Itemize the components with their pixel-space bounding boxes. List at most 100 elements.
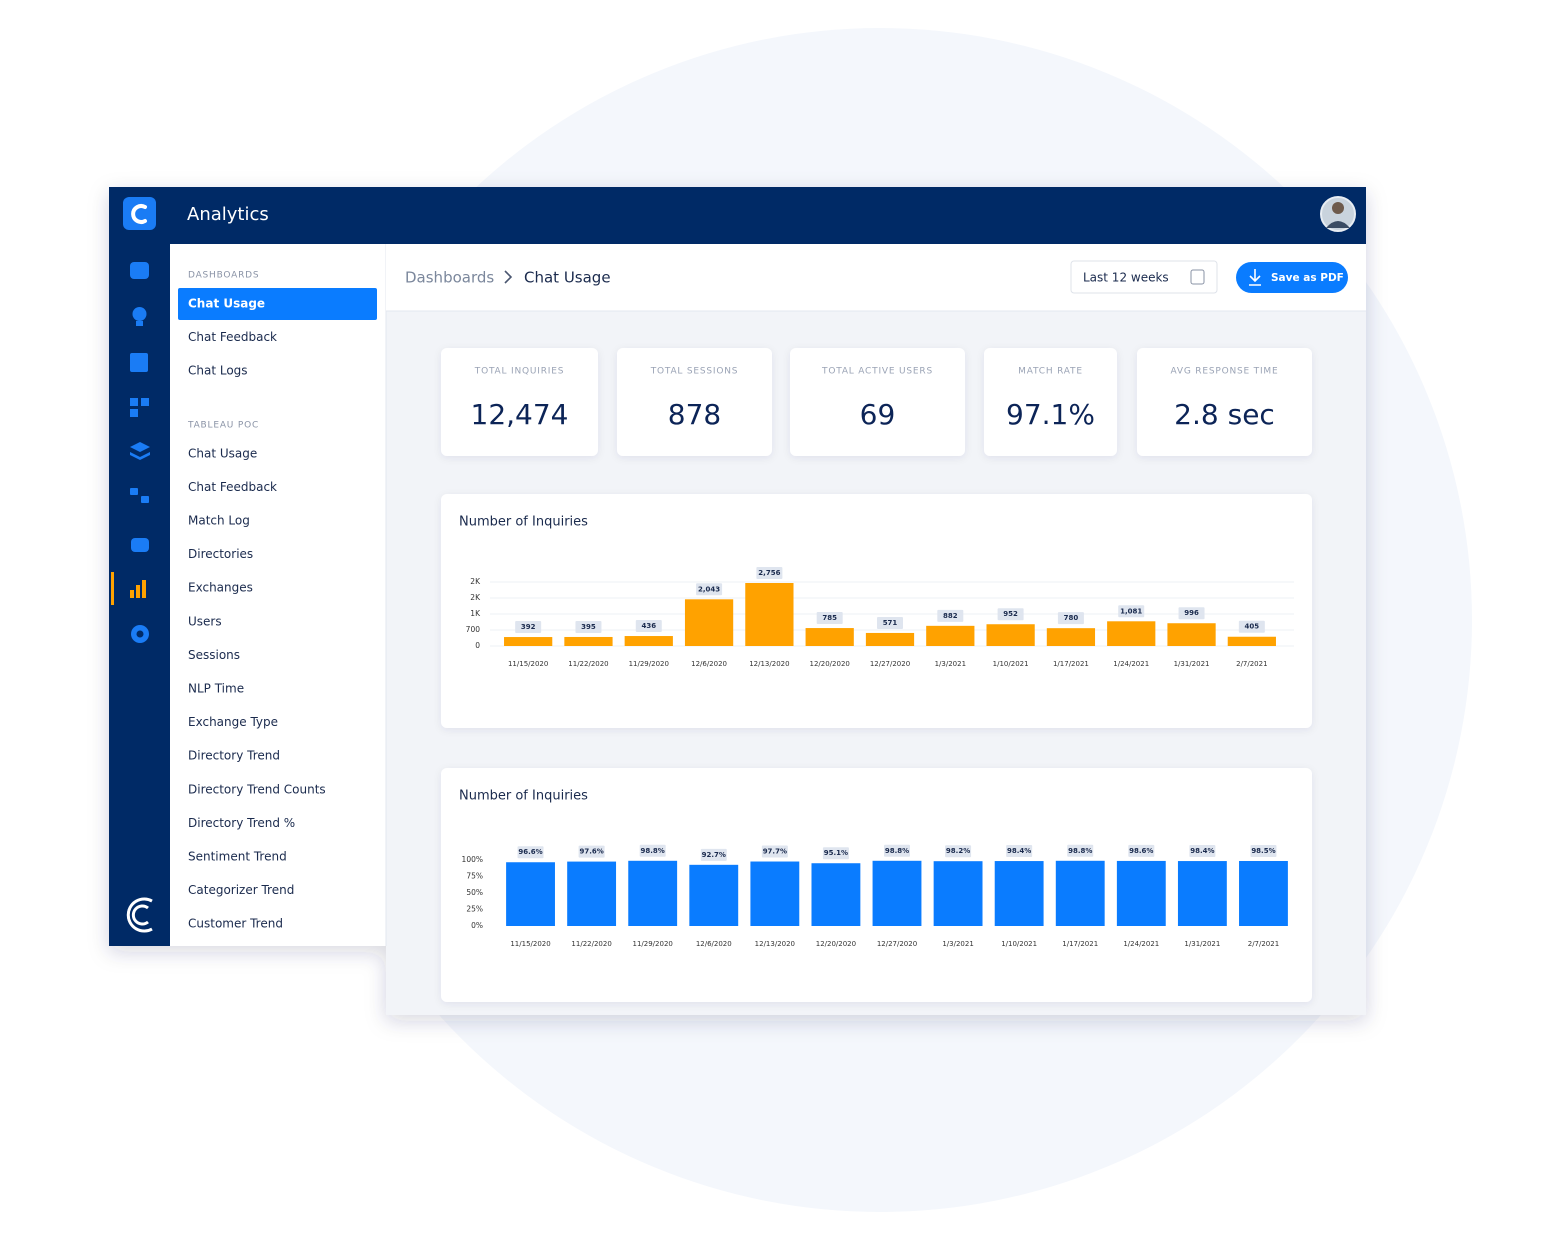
bar [628, 860, 678, 926]
value-label: 98.4% [1190, 847, 1214, 855]
x-tick-label: 12/6/2020 [691, 660, 727, 668]
nav-item[interactable]: Exchange Type [188, 715, 278, 729]
value-label-box [635, 620, 662, 633]
value-label-box [761, 845, 788, 858]
nav-item[interactable]: Directories [188, 547, 253, 561]
apps-icon[interactable] [130, 398, 138, 406]
kpi-label: MATCH RATE [1018, 367, 1083, 377]
value-label-box [816, 612, 843, 625]
bar [745, 583, 794, 646]
logo[interactable] [123, 197, 156, 230]
x-tick-label: 12/13/2020 [755, 940, 795, 948]
value-label: 92.7% [702, 851, 726, 859]
inbox-icon[interactable] [130, 262, 149, 279]
nav-item[interactable]: Match Log [188, 514, 250, 528]
nav-item[interactable]: Sentiment Trend [188, 850, 287, 864]
x-tick-label: 1/3/2021 [942, 940, 973, 948]
value-label-box [575, 620, 602, 633]
value-label-box [517, 846, 544, 859]
x-tick-label: 1/10/2021 [1001, 940, 1037, 948]
bar [1055, 860, 1105, 926]
value-label: 571 [883, 619, 898, 627]
bar [872, 860, 922, 926]
value-label-box [696, 583, 723, 596]
apps-icon-2 [141, 398, 149, 406]
value-label: 2,043 [698, 585, 720, 593]
value-label: 97.6% [579, 848, 603, 856]
chart-icon-3 [142, 580, 146, 598]
bar [811, 863, 861, 926]
sidebar [170, 244, 386, 946]
x-tick-label: 1/17/2021 [1053, 660, 1089, 668]
nav-item[interactable]: NLP Time [188, 682, 244, 696]
nav-item[interactable]: Directory Trend % [188, 816, 295, 830]
bar [933, 861, 983, 926]
value-label: 1,081 [1120, 607, 1142, 615]
nav-item[interactable]: Sessions [188, 648, 240, 662]
top-bar [109, 187, 1366, 244]
bar [1167, 623, 1216, 646]
bar [926, 625, 975, 646]
nav-item[interactable]: Directory Trend [188, 749, 280, 763]
nav-item[interactable]: Directory Trend Counts [188, 782, 326, 796]
kpi-card [1137, 348, 1312, 456]
nav-item[interactable]: Categorizer Trend [188, 883, 294, 897]
value-label-box [1250, 844, 1277, 857]
breadcrumb-link[interactable]: Dashboards [405, 269, 494, 287]
nav-item[interactable]: Users [188, 614, 222, 628]
date-range-picker[interactable] [1070, 260, 1218, 294]
y-tick-label: 1K [470, 609, 481, 618]
value-label-box [997, 608, 1024, 621]
value-label: 96.6% [518, 848, 542, 856]
value-label: 98.6% [1129, 847, 1153, 855]
nav-item[interactable]: Exchanges [188, 581, 253, 595]
save-pdf-label[interactable]: Save as PDF [1271, 272, 1344, 284]
chart-icon[interactable] [130, 590, 134, 598]
bar [1227, 636, 1276, 646]
chart-title: Number of Inquiries [459, 515, 588, 530]
date-range-text[interactable]: Last 12 weeks [1083, 271, 1169, 285]
kpi-value: 878 [668, 398, 721, 431]
bar [750, 861, 800, 926]
calendar-icon [1190, 269, 1205, 285]
nav-item[interactable]: Customer Trend [188, 917, 283, 931]
flow-icon[interactable] [130, 488, 138, 495]
x-tick-label: 1/31/2021 [1184, 940, 1220, 948]
kpi-value: 97.1% [1006, 398, 1095, 431]
section-heading: TABLEAU POC [187, 420, 259, 430]
value-label: 952 [1003, 610, 1018, 618]
y-tick-label: 700 [466, 625, 481, 634]
nav-item[interactable]: Chat Feedback [188, 480, 277, 494]
save-pdf-button[interactable] [1236, 262, 1348, 293]
document-icon[interactable] [130, 353, 148, 372]
nav-item[interactable]: Chat Usage [188, 297, 265, 311]
value-label-box [1067, 844, 1094, 857]
section-heading: DASHBOARDS [188, 271, 259, 281]
x-tick-label: 1/17/2021 [1062, 940, 1098, 948]
x-tick-label: 1/31/2021 [1174, 660, 1210, 668]
value-label-box [945, 845, 972, 858]
y-tick-label: 2K [470, 577, 481, 586]
apps-icon-3 [130, 409, 138, 417]
nav-item-active[interactable] [178, 288, 377, 320]
value-label-box [639, 844, 666, 857]
bot-icon[interactable] [131, 538, 149, 552]
kpi-card [790, 348, 965, 456]
nav-item[interactable]: Chat Logs [188, 364, 248, 378]
layers-icon[interactable] [130, 442, 150, 460]
bottom-logo-inner [131, 904, 149, 926]
value-label: 405 [1245, 623, 1260, 631]
x-tick-label: 1/24/2021 [1113, 660, 1149, 668]
nav-item[interactable]: Chat Feedback [188, 330, 277, 344]
nav-item[interactable]: Chat Usage [188, 446, 257, 460]
value-label-box [578, 845, 605, 858]
bar [567, 861, 617, 926]
kpi-label: AVG RESPONSE TIME [1171, 367, 1279, 377]
value-label-box [700, 848, 727, 861]
y-tick-label: 75% [466, 872, 483, 881]
idea-icon[interactable] [132, 307, 147, 321]
active-indicator [111, 572, 114, 605]
value-label: 98.8% [1068, 847, 1092, 855]
x-tick-label: 11/15/2020 [510, 940, 550, 948]
